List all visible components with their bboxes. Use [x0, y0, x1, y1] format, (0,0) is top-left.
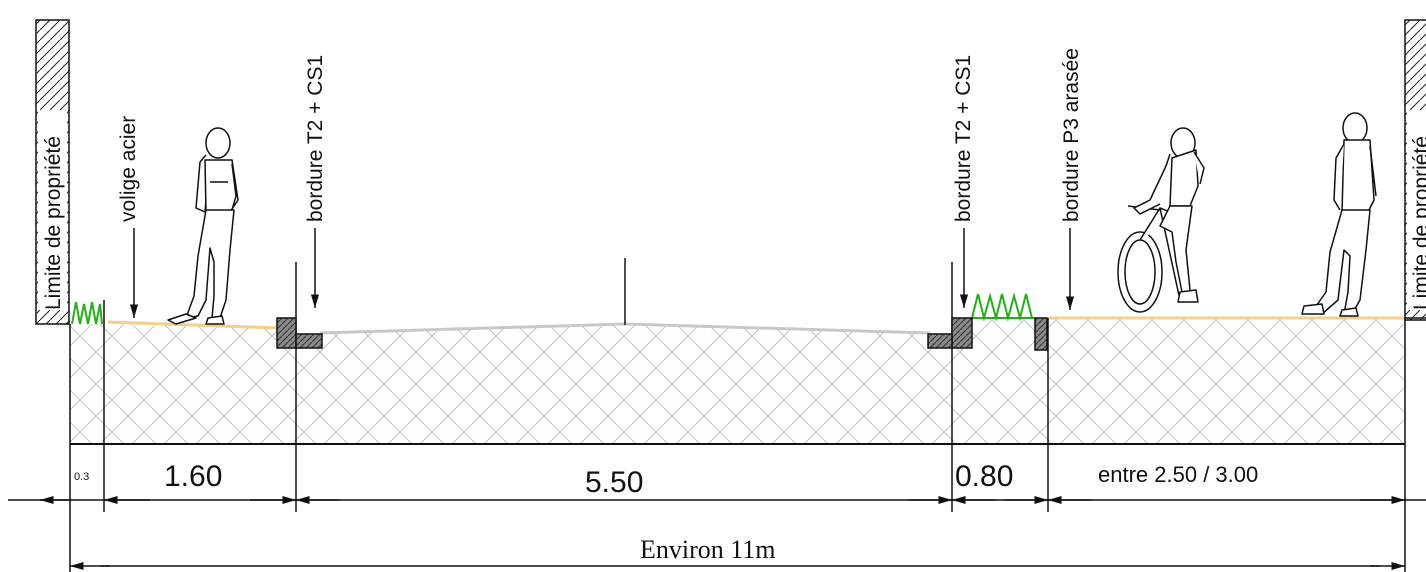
bordure-left-label: bordure T2 + CS1: [304, 55, 327, 222]
grass-tuft-icon: [71, 301, 103, 325]
bordure-p3-label: bordure P3 arasée: [1060, 48, 1083, 222]
bordure-right-label: bordure T2 + CS1: [952, 55, 975, 222]
pedestrian-icon: [167, 127, 239, 325]
dimension-0-80: 0.80: [955, 460, 1013, 493]
annotation-leaders: [129, 228, 1075, 318]
limit-left-label: Limite de propriété: [42, 136, 65, 310]
dimension-2-50-3-00: entre 2.50 / 3.00: [1098, 462, 1258, 487]
limit-right-label: Limite de propriété: [1410, 136, 1426, 310]
curb-right-icon: [927, 317, 973, 349]
curb-left-icon: [276, 317, 323, 349]
cyclist-icon: [1117, 127, 1205, 313]
grass-strip-icon: [971, 292, 1035, 322]
property-limit-left: Limite de propriété: [35, 19, 70, 325]
dimension-0-3: 0.3: [74, 471, 89, 483]
pedestrian-right-icon: [1301, 112, 1377, 317]
boundary-lines: [69, 262, 1406, 572]
volige-label: volige acier: [117, 116, 140, 222]
dimension-5-50: 5.50: [585, 466, 643, 499]
ground-section: [70, 318, 1405, 445]
dimension-1-60: 1.60: [164, 460, 222, 493]
curb-p3-icon: [1034, 317, 1048, 351]
property-limit-right: Limite de propriété: [1404, 19, 1426, 321]
total-dimension-label: Environ 11m: [640, 535, 776, 564]
